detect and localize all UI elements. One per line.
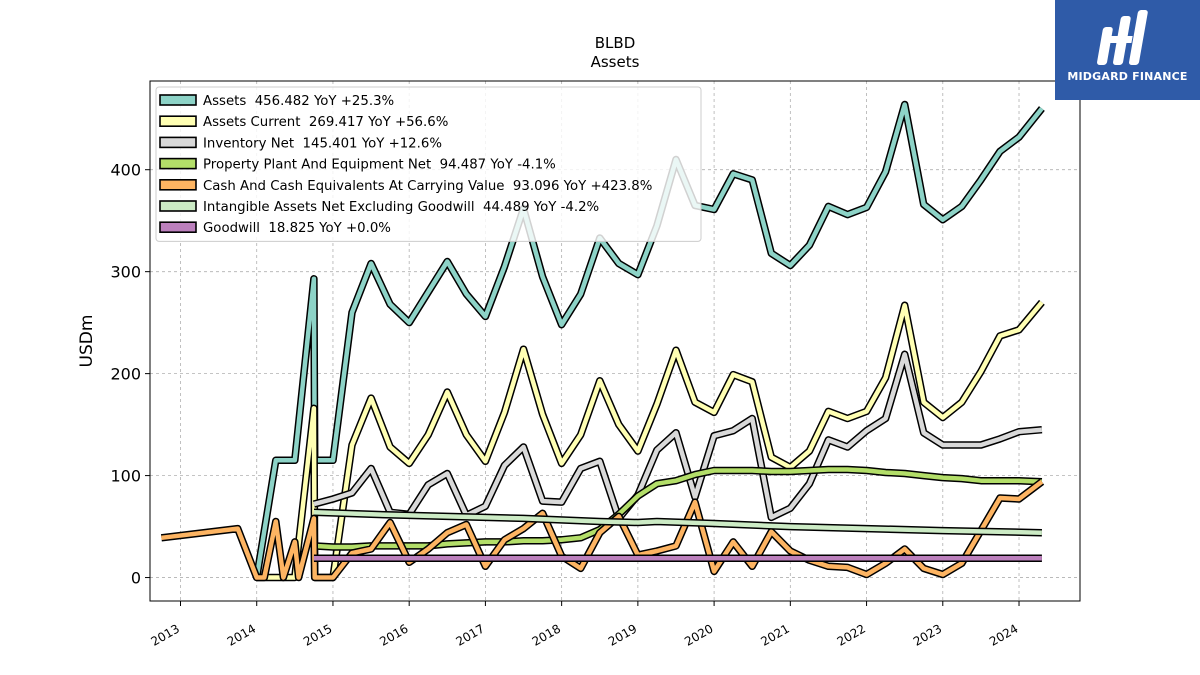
- legend-swatch: [159, 94, 197, 106]
- brand-logo: MIDGARD FINANCE: [1055, 0, 1200, 100]
- series-fill: [313, 352, 1043, 521]
- x-tick-label: 2016: [377, 621, 410, 648]
- series-line: [252, 100, 1045, 579]
- legend-entry: Assets Current 269.417 YoY +56.6%: [203, 115, 448, 130]
- x-tick-label: 2022: [835, 621, 868, 648]
- legend-entry: Goodwill 18.825 YoY +0.0%: [203, 221, 391, 236]
- y-axis: 0 100 200 300 400: [110, 161, 150, 588]
- series-fill: [254, 102, 1044, 578]
- y-tick-label: 300: [110, 263, 141, 282]
- x-tick-label: 2015: [301, 621, 334, 648]
- y-tick-label: 400: [110, 161, 141, 180]
- chart-title: BLBD: [595, 34, 636, 52]
- x-tick-label: 2019: [606, 621, 639, 648]
- y-tick-label: 0: [131, 569, 141, 588]
- x-tick-label: 2024: [987, 621, 1020, 648]
- x-tick-label: 2020: [682, 621, 715, 648]
- series-layer: [160, 100, 1045, 582]
- series-fill: [256, 300, 1044, 580]
- x-tick-label: 2023: [911, 621, 944, 648]
- x-tick-label: 2017: [453, 621, 486, 648]
- legend-entry: Cash And Cash Equivalents At Carrying Va…: [203, 179, 652, 194]
- legend-entry: Intangible Assets Net Excluding Goodwill…: [203, 200, 599, 215]
- series-outline: [256, 299, 1045, 582]
- y-axis-label: USDm: [77, 315, 97, 368]
- series-line: [256, 299, 1045, 582]
- x-axis: 2013 2014 2015 2016 2017 2018 2019 2020 2021 2022…: [149, 601, 1021, 649]
- legend-swatch: [159, 115, 197, 127]
- legend-swatch: [159, 157, 197, 170]
- x-tick-label: 2021: [758, 621, 791, 648]
- legend-swatch: [159, 179, 197, 191]
- plot-frame: [149, 80, 1081, 602]
- legend-entry: Assets 456.482 YoY +25.3%: [203, 94, 394, 109]
- x-tick-label: 2014: [225, 621, 258, 648]
- series-line: [313, 508, 1042, 537]
- y-tick-label: 100: [110, 467, 141, 486]
- legend-swatch: [159, 221, 197, 233]
- legend-box: [155, 86, 702, 242]
- x-tick-label: 2013: [149, 621, 182, 648]
- series-fill: [313, 510, 1042, 535]
- legend-swatch: [159, 200, 197, 212]
- y-tick-label: 200: [110, 365, 141, 384]
- legend: Assets 456.482 YoY +25.3% Assets Current …: [155, 86, 702, 242]
- legend-swatch: [159, 136, 197, 149]
- midgard-logo-icon: [1097, 10, 1148, 65]
- logo-text: MIDGARD FINANCE: [1067, 70, 1188, 83]
- chart-subtitle: Assets: [591, 53, 640, 71]
- series-line: [312, 350, 1043, 523]
- legend-entry: Inventory Net 145.401 YoY +12.6%: [203, 136, 442, 151]
- x-tick-label: 2018: [530, 621, 563, 648]
- legend-entry: Property Plant And Equipment Net 94.487 …: [203, 158, 556, 173]
